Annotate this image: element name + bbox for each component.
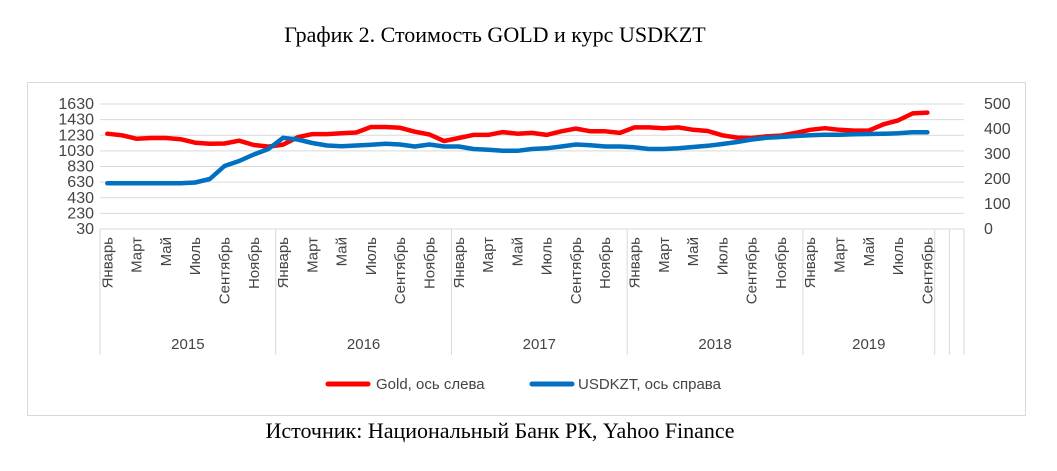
x-month-label: Июль [714,237,731,275]
y-right-tick-label: 0 [984,221,993,238]
y-axis-right: 0 100 200 300 400 500 [984,96,1011,238]
x-month-label: Ноябрь [421,237,438,289]
x-month-label: Сентябрь [919,237,936,304]
x-year-label: 2018 [698,336,731,353]
x-month-label: Май [158,237,175,266]
x-axis: Январь Март Май Июль Сентябрь Ноябрь Январь Мар… [99,228,965,355]
x-month-label: Сентябрь [216,237,233,304]
y-left-tick-label: 1030 [58,143,94,160]
series-line-usdkzt [105,130,930,186]
x-month-label: Май [861,237,878,266]
x-month-label: Июль [890,237,907,275]
x-month-label: Ноябрь [246,237,263,289]
y-left-tick-label: 830 [67,159,94,176]
y-left-tick-label: 1230 [58,127,94,144]
x-month-label: Сентябрь [744,237,761,304]
x-month-label: Июль [187,237,204,275]
series-line-gold [105,110,930,149]
y-right-tick-label: 300 [984,146,1011,163]
x-month-label: Март [480,237,497,273]
chart-title: График 2. Стоимость GOLD и курс USDKZT [284,22,706,47]
x-month-label: Май [685,237,702,266]
y-right-tick-label: 400 [984,121,1011,138]
x-year-label: 2017 [523,336,556,353]
x-month-label: Сентябрь [568,237,585,304]
x-month-label: Июль [363,237,380,275]
legend-label-gold: Gold, ось слева [376,376,485,393]
y-left-tick-label: 1430 [58,112,94,129]
x-month-label: Январь [99,237,116,289]
y-left-tick-label: 630 [67,174,94,191]
x-year-label: 2016 [347,336,380,353]
x-month-label: Январь [451,237,468,289]
x-month-label: Июль [539,237,556,275]
x-month-label: Январь [627,237,644,289]
y-right-tick-label: 200 [984,171,1011,188]
x-month-label: Январь [275,237,292,289]
chart-frame: 30 230 430 630 830 1030 1230 1430 1630 0 100 200 30… [27,82,1026,416]
x-year-label: 2015 [171,336,204,353]
x-month-label: Ноябрь [597,237,614,289]
source-note: Источник: Национальный Банк РК, Yahoo Fi… [265,418,735,443]
legend-label-usdkzt: USDKZT, ось справа [578,376,722,393]
x-month-label: Март [832,237,849,273]
x-month-label: Сентябрь [392,237,409,304]
y-left-tick-label: 30 [76,221,94,238]
x-year-label: 2019 [852,336,885,353]
x-month-label: Май [509,237,526,266]
y-left-tick-label: 430 [67,190,94,207]
y-left-tick-label: 230 [67,205,94,222]
x-month-label: Март [656,237,673,273]
y-right-tick-label: 100 [984,196,1011,213]
x-month-label: Январь [802,237,819,289]
series-lines [105,110,930,186]
x-month-label: Ноябрь [773,237,790,289]
y-right-tick-label: 500 [984,96,1011,113]
legend: Gold, ось слева USDKZT, ось справа [325,376,722,393]
x-month-label: Март [304,237,321,273]
x-month-label: Март [129,237,146,273]
y-left-tick-label: 1630 [58,96,94,113]
x-month-label: Май [334,237,351,266]
